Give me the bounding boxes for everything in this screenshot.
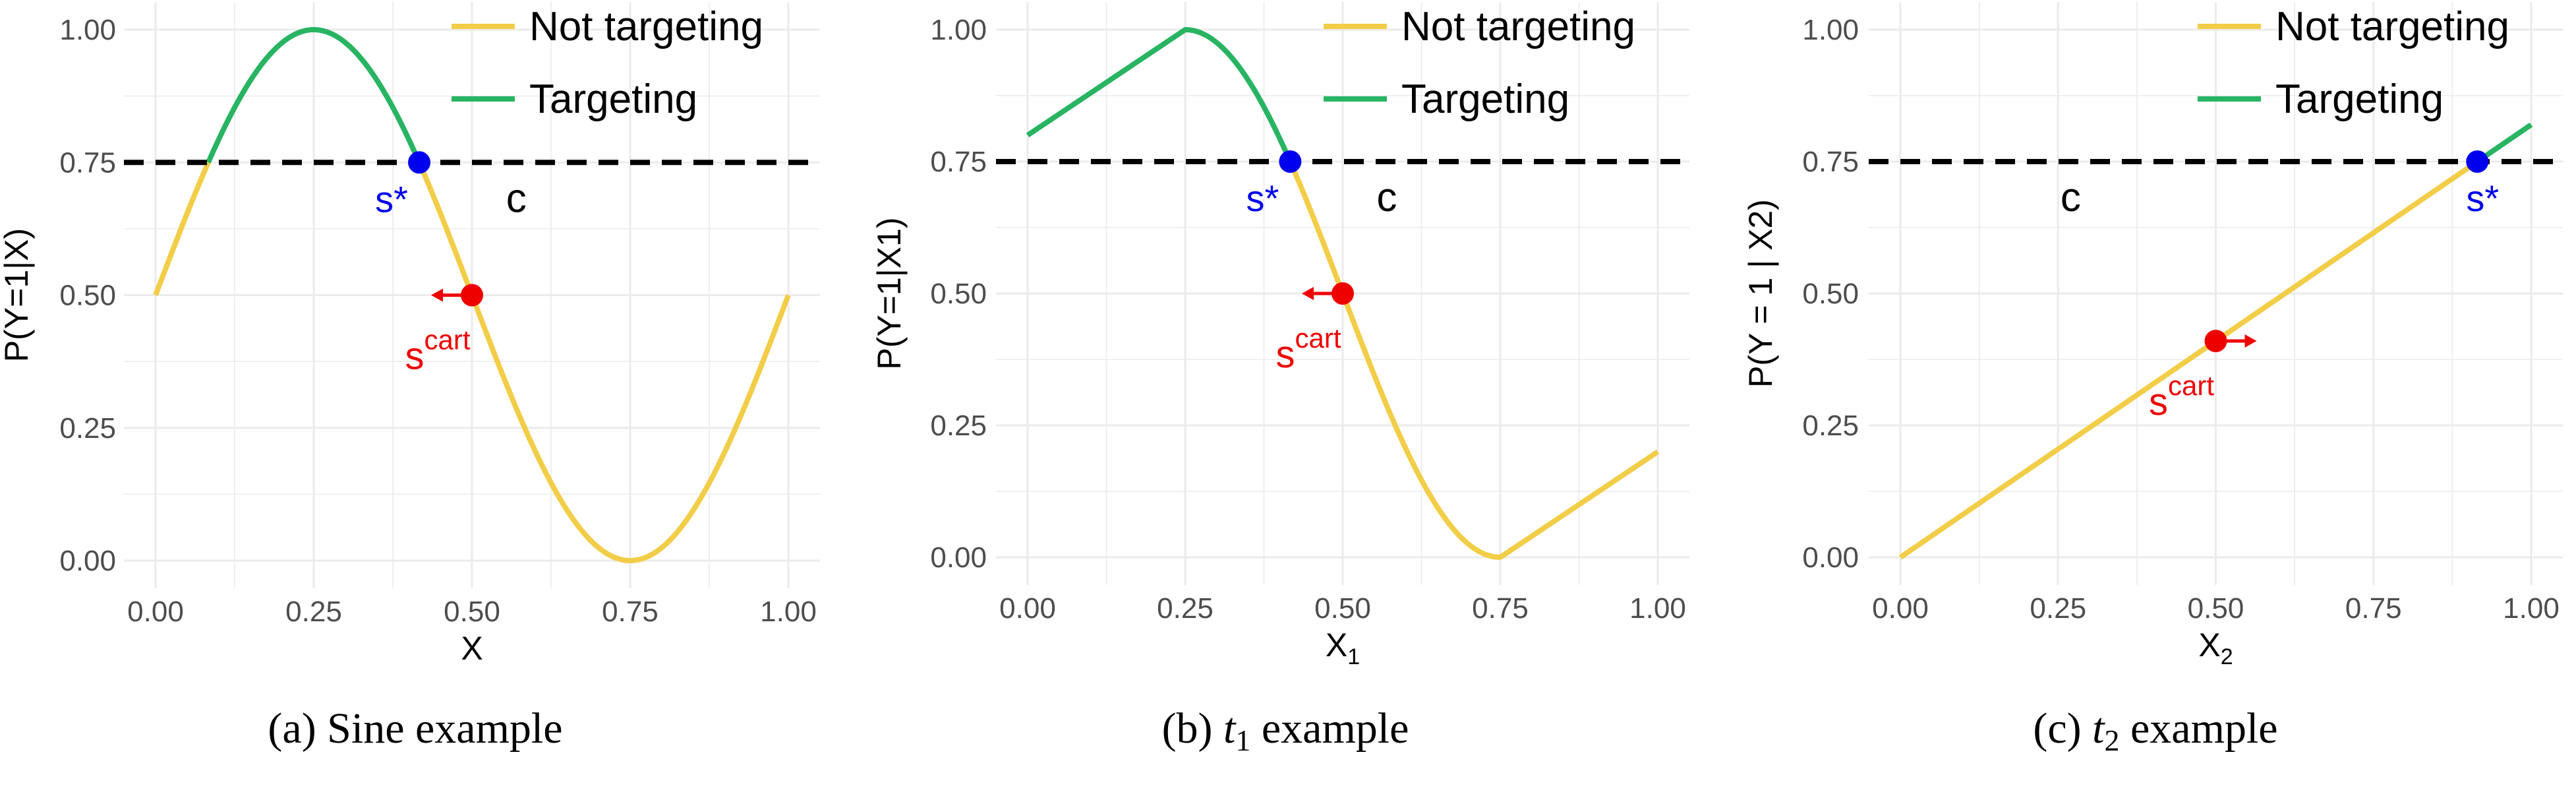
s-cart-arrowhead: [1302, 287, 1314, 300]
panel-caption: (a) Sine example: [268, 704, 562, 753]
y-tick-label: 0.25: [930, 410, 987, 442]
y-tick-label: 0.50: [59, 280, 116, 312]
x-axis-title: X: [461, 630, 483, 667]
x-tick-label: 0.25: [2030, 592, 2086, 625]
x-tick-label: 1.00: [760, 596, 817, 628]
y-tick-label: 0.50: [930, 278, 987, 310]
threshold-label: c: [1376, 175, 1397, 220]
s-cart-arrowhead: [431, 288, 443, 302]
y-tick-label: 0.75: [930, 146, 987, 178]
y-tick-label: 0.75: [59, 146, 116, 179]
y-tick-label: 0.00: [930, 541, 987, 574]
s-star-label: s*: [1246, 177, 1279, 219]
s-star-label: s*: [2466, 177, 2499, 219]
s-cart-arrowhead: [2244, 334, 2257, 348]
gridlines: [1869, 2, 2563, 585]
y-axis-title: P(Y = 1 | X2): [1742, 199, 1779, 388]
x-tick-label: 0.00: [999, 592, 1056, 625]
legend-label: Targeting: [1401, 77, 1569, 122]
x-tick-label: 0.75: [2345, 592, 2402, 625]
x-tick-label: 0.75: [602, 596, 659, 628]
legend: Not targeting Targeting: [452, 4, 763, 122]
threshold-label: c: [506, 175, 527, 221]
targeting-line: [1026, 27, 1293, 163]
x-tick-label: 0.75: [1472, 592, 1529, 625]
chart-panel-2: 0.00 0.25 0.50 0.75 1.00 0.00 0.25 0.50 0.75 1.00…: [871, 2, 1689, 757]
y-tick-label: 0.25: [1802, 410, 1859, 442]
x-tick-label: 1.00: [1629, 592, 1686, 625]
s-cart-label: scart: [1275, 323, 1341, 376]
x-tick-label: 0.00: [127, 596, 184, 628]
s-cart-point: [2204, 330, 2227, 352]
x-tick-label: 1.00: [2503, 592, 2560, 625]
s-star-point: [2466, 150, 2489, 173]
x-axis-title: X1: [1326, 627, 1360, 669]
not-targeting-line: [417, 161, 791, 563]
y-tick-label: 0.75: [1802, 146, 1859, 178]
x-tick-label: 0.50: [2188, 592, 2244, 625]
y-tick-label: 1.00: [930, 14, 987, 46]
panel-caption: (b) t1 example: [1162, 704, 1409, 757]
s-cart-point: [461, 284, 483, 307]
y-axis-title: P(Y=1|X1): [871, 217, 908, 369]
s-cart-label: scart: [2149, 370, 2214, 423]
legend-label: Not targeting: [1401, 4, 1635, 49]
chart-panel-3: 0.00 0.25 0.50 0.75 1.00 0.00 0.25 0.50 0.75 1.00…: [1742, 2, 2563, 757]
panel-caption: (c) t2 example: [2033, 704, 2277, 757]
legend: Not targeting Targeting: [2198, 4, 2509, 122]
s-star-point: [408, 151, 431, 174]
x-tick-label: 0.25: [1157, 592, 1214, 625]
not-targeting-line: [153, 160, 211, 297]
not-targeting-line: [1287, 160, 1660, 560]
s-cart-label: scart: [405, 324, 470, 378]
legend: Not targeting Targeting: [1324, 4, 1635, 122]
threshold-label: c: [2061, 175, 2081, 220]
x-tick-label: 0.50: [1314, 592, 1371, 625]
y-tick-label: 0.25: [59, 412, 116, 445]
not-targeting-line: [1898, 159, 2479, 560]
y-tick-label: 0.50: [1802, 278, 1859, 310]
legend-label: Not targeting: [2275, 4, 2509, 49]
x-axis-title: X2: [2198, 627, 2233, 669]
y-tick-label: 1.00: [59, 14, 116, 46]
targeting-line: [206, 27, 422, 164]
y-tick-label: 1.00: [1802, 14, 1859, 46]
s-star-label: s*: [375, 178, 408, 220]
x-tick-label: 0.00: [1872, 592, 1929, 625]
x-tick-label: 0.25: [285, 596, 342, 628]
x-tick-label: 0.50: [444, 596, 500, 628]
s-star-point: [1279, 150, 1302, 173]
legend-label: Not targeting: [529, 4, 763, 49]
s-cart-point: [1332, 282, 1354, 305]
legend-label: Targeting: [529, 77, 697, 122]
y-axis-title: P(Y=1|X): [0, 228, 35, 362]
y-tick-label: 0.00: [59, 545, 116, 577]
chart-panel-1: 0.00 0.25 0.50 0.75 1.00 0.00 0.25 0.50 0.75 1.00…: [0, 2, 820, 753]
y-tick-label: 0.00: [1802, 541, 1859, 574]
legend-label: Targeting: [2275, 77, 2444, 122]
